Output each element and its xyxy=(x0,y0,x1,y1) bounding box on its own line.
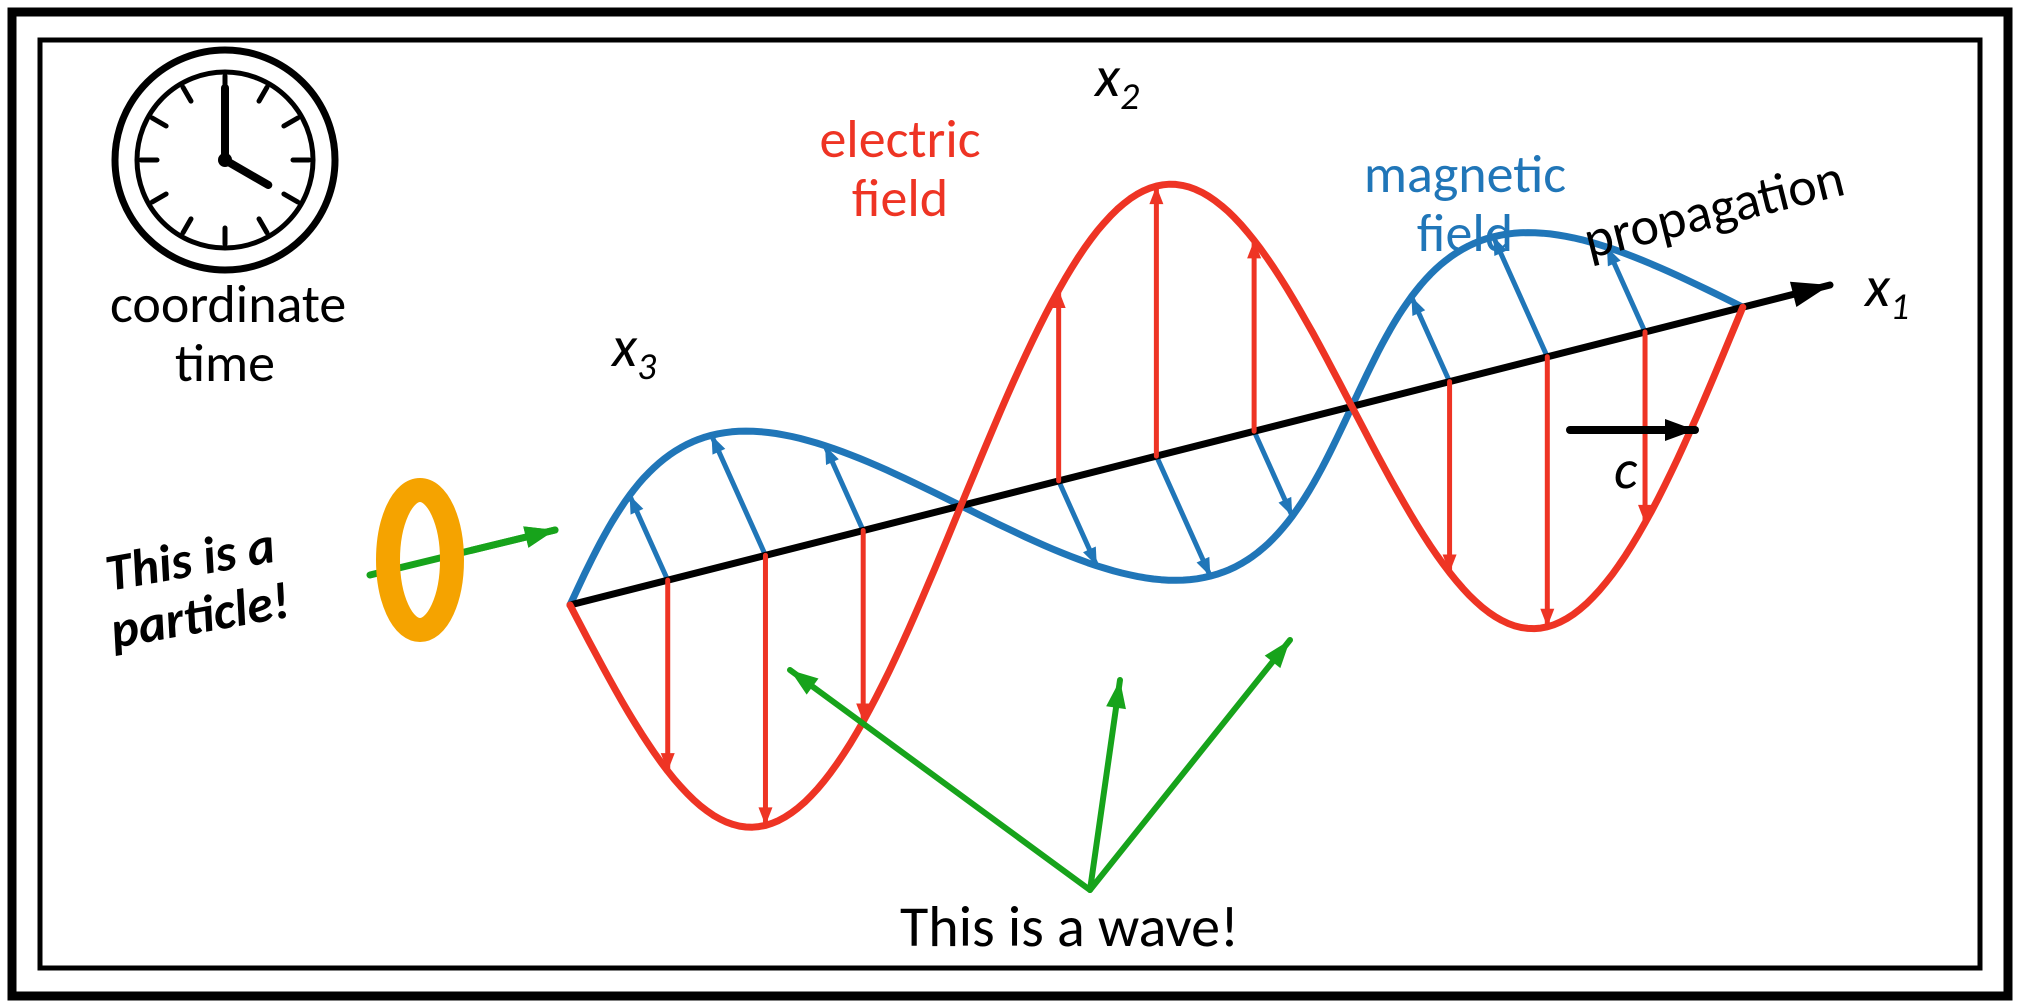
coordinate-time-label: coordinate time xyxy=(110,275,340,394)
x1-axis-label: x1 xyxy=(1865,255,1909,329)
speed-c-label: c xyxy=(1614,440,1637,502)
x2-axis-label: x2 xyxy=(1095,45,1139,119)
diagram-svg xyxy=(0,0,2020,1008)
this-is-wave-label: This is a wave! xyxy=(900,895,1239,959)
magnetic-field-label: magnetic field xyxy=(1340,145,1590,264)
x3-axis-label: x3 xyxy=(612,315,656,389)
electric-field-label: electric field xyxy=(800,110,1000,229)
diagram-frame: coordinate time x3 x2 x1 electric field … xyxy=(0,0,2020,1008)
